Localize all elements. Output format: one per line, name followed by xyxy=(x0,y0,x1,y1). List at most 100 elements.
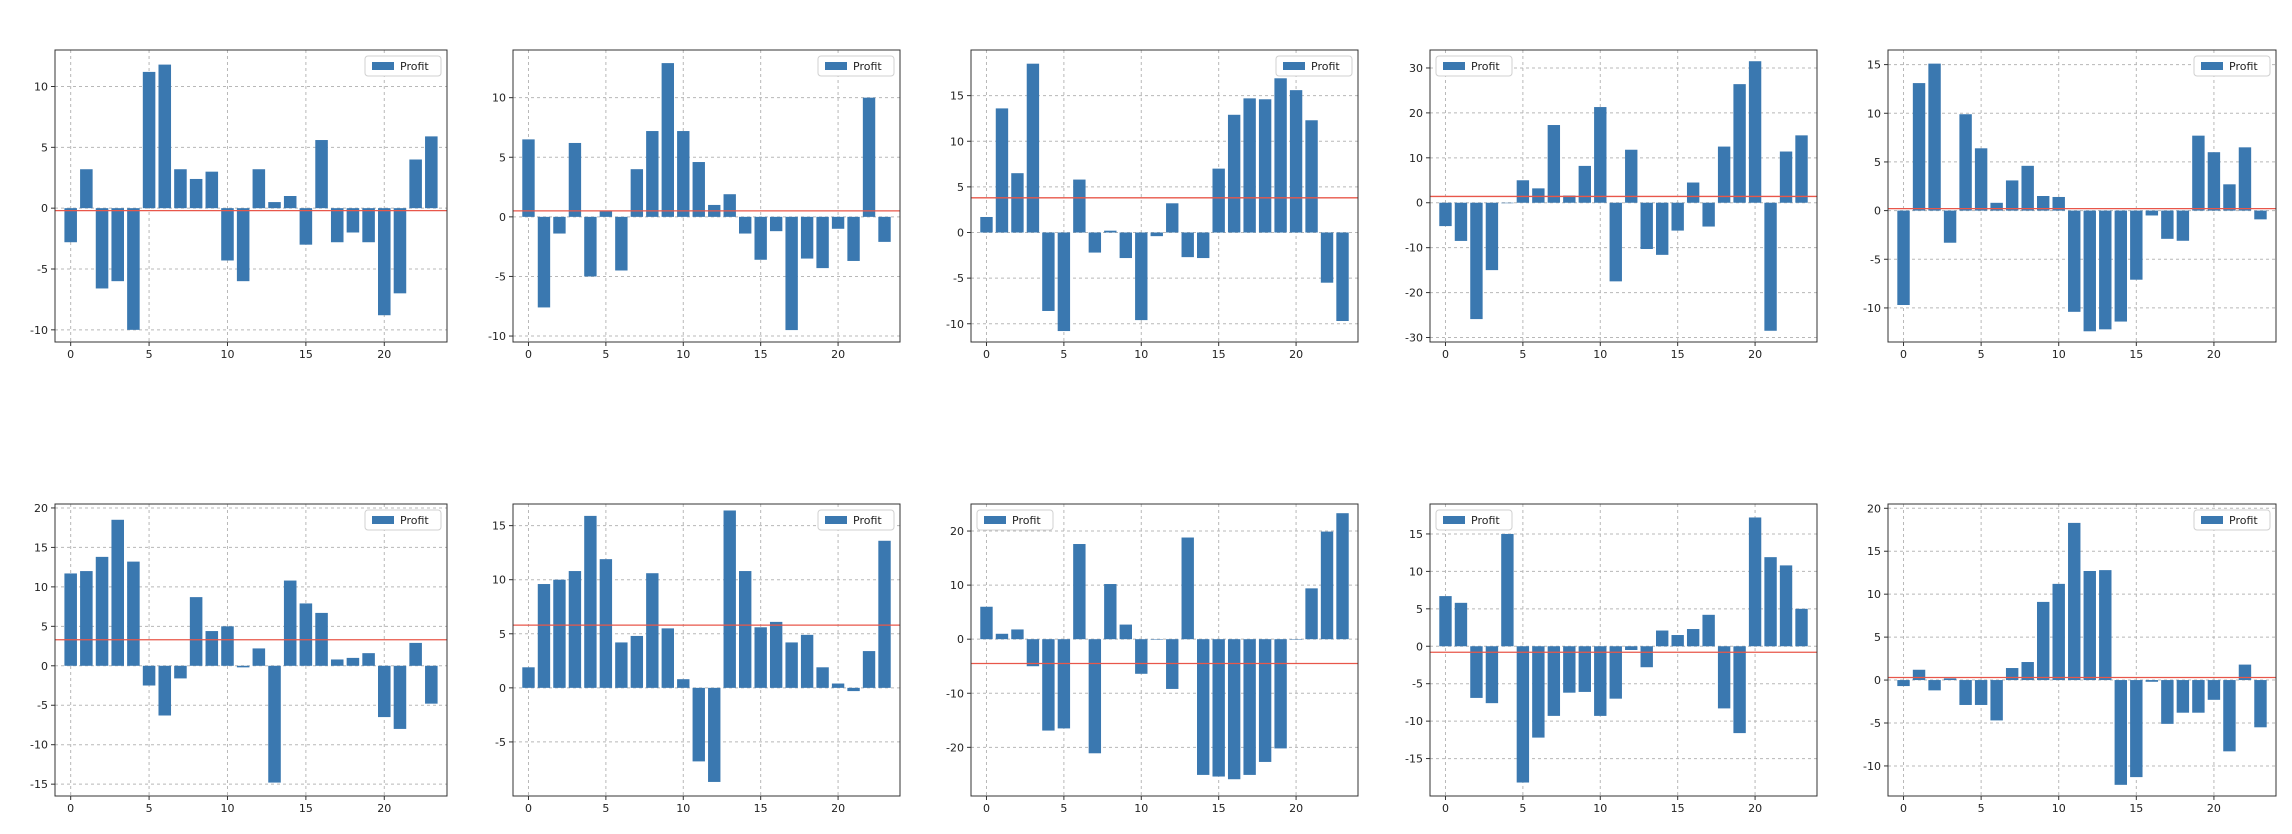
y-tick-label: 5 xyxy=(1874,631,1881,644)
plot-frame xyxy=(1887,49,2277,343)
bar xyxy=(1686,629,1700,647)
x-tick-label: 0 xyxy=(1442,348,1449,361)
bar xyxy=(268,202,281,209)
y-tick-label: 10 xyxy=(950,579,964,592)
bar xyxy=(1532,646,1545,738)
bar xyxy=(878,216,891,242)
bar xyxy=(2130,210,2143,280)
y-tick-label: 10 xyxy=(1867,107,1881,120)
x-tick-label: 15 xyxy=(299,348,313,361)
bar xyxy=(2192,135,2205,211)
bar xyxy=(708,687,721,782)
bar xyxy=(142,665,156,686)
bar xyxy=(158,64,172,209)
legend-label: Profit xyxy=(1471,60,1500,73)
y-tick-label: -15 xyxy=(30,778,48,791)
x-tick-label: 0 xyxy=(525,802,532,815)
bar xyxy=(1289,639,1303,640)
bar xyxy=(1197,232,1210,259)
legend-swatch xyxy=(984,516,1006,524)
x-tick-label: 5 xyxy=(602,348,609,361)
bar xyxy=(2114,680,2128,785)
legend-swatch xyxy=(372,62,394,70)
y-tick-label: 15 xyxy=(1409,528,1423,541)
bar xyxy=(1656,202,1669,255)
x-tick-label: 20 xyxy=(1289,802,1303,815)
x-tick-label: 0 xyxy=(983,802,990,815)
bar xyxy=(189,178,203,209)
y-tick-label: 5 xyxy=(41,620,48,633)
bar xyxy=(1119,624,1132,640)
y-tick-label: -10 xyxy=(1405,242,1423,255)
bar xyxy=(2145,680,2159,682)
x-tick-label: 5 xyxy=(1060,348,1067,361)
bar xyxy=(2254,680,2267,728)
bar xyxy=(2176,680,2190,713)
legend-box xyxy=(2193,509,2271,531)
y-tick-label: 0 xyxy=(41,660,48,673)
x-tick-label: 5 xyxy=(1978,802,1985,815)
y-tick-label: 0 xyxy=(1416,197,1423,210)
bar xyxy=(646,131,659,217)
legend-box xyxy=(1275,55,1353,77)
legend-swatch xyxy=(1443,516,1465,524)
bar xyxy=(1563,195,1576,203)
y-tick-label: 10 xyxy=(1409,565,1423,578)
bar xyxy=(862,97,876,217)
bar xyxy=(1042,232,1055,311)
bar xyxy=(800,216,814,259)
bar xyxy=(2052,196,2065,211)
x-tick-label: 0 xyxy=(983,348,990,361)
legend-box xyxy=(2193,55,2271,77)
y-tick-label: -5 xyxy=(1870,717,1881,730)
bar xyxy=(630,635,644,688)
legend-label: Profit xyxy=(400,60,429,73)
bar xyxy=(1547,646,1561,716)
bar xyxy=(584,515,597,688)
y-tick-label: -5 xyxy=(37,263,48,276)
bar xyxy=(1073,544,1086,640)
bar xyxy=(646,573,659,688)
x-tick-label: 15 xyxy=(2129,802,2143,815)
bar xyxy=(1748,61,1762,203)
y-tick-label: -20 xyxy=(946,741,964,754)
x-tick-label: 10 xyxy=(220,802,234,815)
bar xyxy=(1795,608,1808,647)
chart-2: 0 5 10 15 20 -10 -5 0 5 10 Profit xyxy=(488,49,901,361)
y-tick-label: -5 xyxy=(495,736,506,749)
bar xyxy=(1959,680,1972,705)
bar xyxy=(80,571,93,666)
bar xyxy=(1990,680,2003,721)
bar xyxy=(661,63,674,217)
bar xyxy=(2130,680,2143,778)
legend: Profit xyxy=(2193,509,2271,531)
x-tick-label: 10 xyxy=(2052,348,2066,361)
bar xyxy=(2223,680,2236,752)
legend: Profit xyxy=(364,55,442,77)
bar xyxy=(330,659,344,666)
bar xyxy=(362,208,375,243)
bar xyxy=(1088,232,1102,253)
bar xyxy=(1640,646,1653,668)
bar xyxy=(2223,184,2236,211)
bar xyxy=(315,140,328,209)
bar xyxy=(1764,557,1777,647)
x-tick-label: 15 xyxy=(1212,802,1226,815)
bar xyxy=(362,653,375,666)
y-tick-label: 0 xyxy=(499,211,506,224)
bar xyxy=(111,519,124,666)
x-tick-label: 0 xyxy=(1442,802,1449,815)
bar xyxy=(1274,639,1287,749)
bar xyxy=(1320,232,1334,283)
y-tick-label: 5 xyxy=(957,181,964,194)
legend-box xyxy=(364,509,442,531)
bar xyxy=(1073,179,1086,233)
bar xyxy=(537,216,551,308)
legend: Profit xyxy=(1435,509,1513,531)
x-tick-label: 15 xyxy=(1671,348,1685,361)
x-tick-label: 15 xyxy=(754,348,768,361)
bar xyxy=(816,216,829,269)
bar xyxy=(1181,537,1194,640)
bar xyxy=(1795,135,1808,203)
legend-box xyxy=(1435,55,1513,77)
